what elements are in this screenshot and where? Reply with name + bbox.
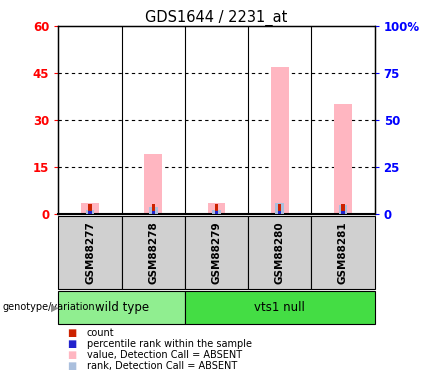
Bar: [341, 211, 345, 214]
Bar: [278, 211, 281, 214]
Text: GSM88281: GSM88281: [338, 221, 348, 284]
Bar: [334, 104, 352, 214]
Text: GSM88278: GSM88278: [148, 221, 158, 284]
Bar: [88, 204, 92, 214]
Text: vts1 null: vts1 null: [254, 301, 305, 314]
Text: wild type: wild type: [95, 301, 149, 314]
Bar: [248, 216, 311, 289]
Bar: [275, 202, 284, 214]
Bar: [339, 206, 347, 214]
Bar: [311, 216, 375, 289]
Text: genotype/variation: genotype/variation: [2, 303, 95, 312]
Text: GSM88277: GSM88277: [85, 221, 95, 284]
Bar: [86, 210, 94, 214]
Bar: [185, 216, 248, 289]
Bar: [215, 204, 218, 214]
Text: GSM88280: GSM88280: [275, 221, 285, 284]
Bar: [185, 291, 375, 324]
Text: rank, Detection Call = ABSENT: rank, Detection Call = ABSENT: [87, 360, 237, 370]
Text: GDS1644 / 2231_at: GDS1644 / 2231_at: [145, 9, 288, 26]
Text: percentile rank within the sample: percentile rank within the sample: [87, 339, 252, 349]
Text: value, Detection Call = ABSENT: value, Detection Call = ABSENT: [87, 350, 242, 360]
Bar: [341, 204, 345, 214]
Bar: [58, 291, 185, 324]
Text: count: count: [87, 328, 114, 338]
Text: ■: ■: [67, 360, 76, 370]
Text: ▶: ▶: [51, 303, 58, 312]
Text: ■: ■: [67, 339, 76, 349]
Bar: [208, 203, 225, 214]
Bar: [122, 216, 185, 289]
Bar: [81, 203, 99, 214]
Text: ■: ■: [67, 328, 76, 338]
Text: ■: ■: [67, 350, 76, 360]
Bar: [271, 67, 288, 214]
Text: GSM88279: GSM88279: [211, 221, 222, 284]
Bar: [149, 207, 158, 214]
Bar: [215, 211, 218, 214]
Bar: [88, 211, 92, 214]
Bar: [145, 154, 162, 214]
Bar: [152, 211, 155, 214]
Bar: [152, 204, 155, 214]
Bar: [58, 216, 122, 289]
Bar: [278, 204, 281, 214]
Bar: [212, 210, 221, 214]
